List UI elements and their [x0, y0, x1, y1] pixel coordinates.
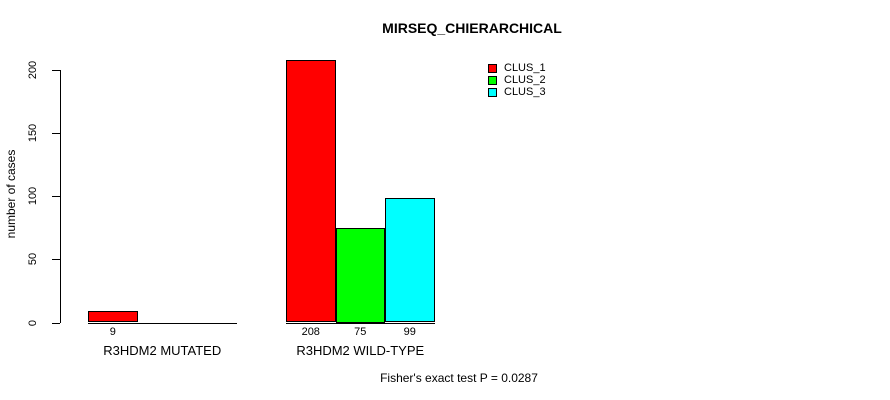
- legend: CLUS_1 CLUS_2 CLUS_3: [488, 62, 546, 98]
- y-tick-label: 100: [27, 187, 39, 206]
- legend-item-clus_3: CLUS_3: [488, 86, 546, 98]
- legend-color-swatch: [488, 75, 497, 85]
- fisher-test-annotation: Fisher's exact test P = 0.0287: [380, 371, 538, 385]
- legend-item-clus_2: CLUS_2: [488, 74, 546, 86]
- x-category-label: R3HDM2 WILD-TYPE: [296, 343, 425, 358]
- y-tick-label: 200: [27, 60, 39, 80]
- bar-clus_1: [88, 311, 138, 323]
- x-category-label: R3HDM2 MUTATED: [103, 343, 222, 358]
- y-tick-label: 50: [27, 253, 39, 266]
- legend-item-clus_1: CLUS_1: [488, 62, 546, 74]
- group-baseline: [88, 322, 237, 324]
- bar-value-label: 208: [301, 326, 320, 338]
- legend-label: CLUS_3: [504, 86, 546, 98]
- bar-clus_1: [286, 59, 336, 323]
- y-tick-label: 0: [27, 319, 39, 326]
- y-axis-tick: [52, 196, 60, 198]
- bar-value-label: 75: [354, 326, 367, 338]
- y-axis-tick: [52, 259, 60, 261]
- legend-color-swatch: [488, 87, 497, 97]
- y-axis-tick: [52, 133, 60, 135]
- bar-value-label: 9: [109, 326, 116, 338]
- legend-label: CLUS_1: [504, 62, 546, 74]
- group-baseline: [286, 322, 435, 324]
- legend-color-swatch: [488, 63, 497, 73]
- bar-clus_3: [385, 197, 435, 323]
- y-tick-label: 150: [27, 123, 39, 143]
- y-axis-line: [60, 70, 61, 323]
- bar-value-label: 99: [403, 326, 416, 338]
- chart-title: MIRSEQ_CHIERARCHICAL: [382, 20, 562, 36]
- y-axis-tick: [52, 70, 60, 71]
- y-axis-tick: [52, 322, 60, 324]
- bar-clus_2: [335, 227, 385, 323]
- legend-label: CLUS_2: [504, 74, 546, 86]
